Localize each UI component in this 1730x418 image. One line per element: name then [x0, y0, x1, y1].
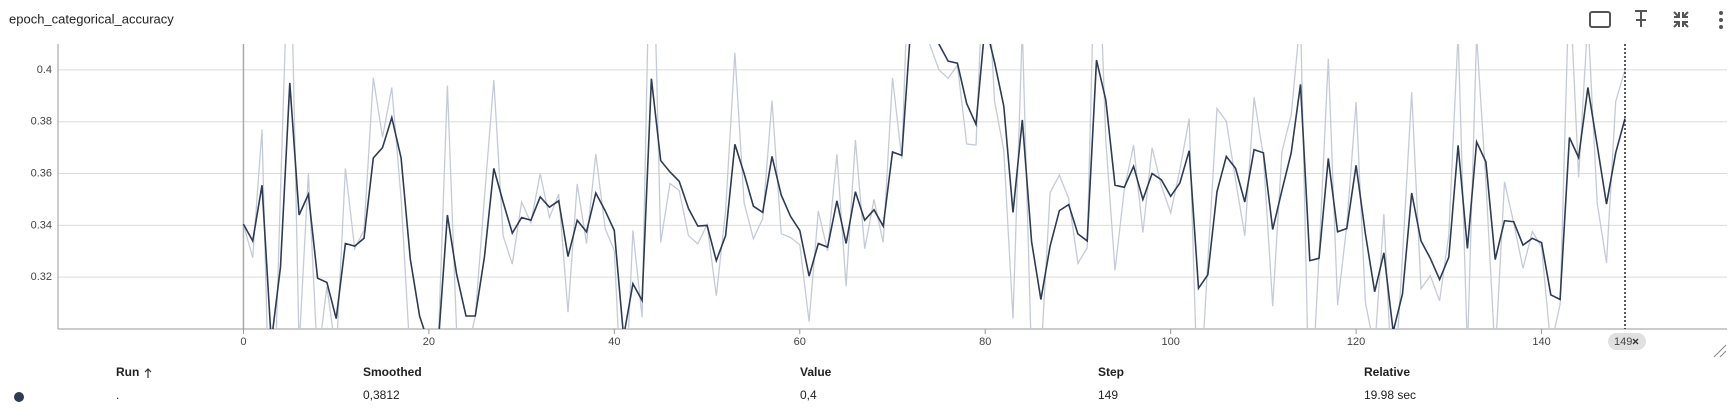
y-tick-label: 0.38	[31, 116, 52, 128]
column-header: Step	[1098, 365, 1124, 379]
pin-icon[interactable]	[1635, 10, 1647, 27]
column-header: Run	[116, 365, 139, 379]
column-header: Relative	[1364, 365, 1410, 379]
x-tick-label: 20	[423, 336, 435, 348]
y-tick-label: 0.32	[31, 271, 52, 283]
x-tick-label: 60	[794, 336, 806, 348]
x-tick-label: 80	[979, 336, 991, 348]
column-header: Value	[800, 365, 832, 379]
hover-step-label: 149	[1614, 336, 1632, 348]
collapse-icon[interactable]	[1673, 11, 1689, 28]
cell: 149	[1098, 388, 1118, 402]
y-tick-label: 0.34	[31, 219, 52, 231]
plot-lines	[242, 44, 1626, 329]
cell: 0,4	[800, 388, 817, 402]
column-header: Smoothed	[363, 365, 422, 379]
cell: .	[116, 388, 119, 402]
data-table: Run Smoothed Value Step Relative. 0,3812 0,4 14…	[14, 365, 1416, 402]
y-tick-label: 0.4	[37, 64, 52, 76]
series-line	[242, 44, 1626, 329]
run-color	[14, 392, 24, 402]
resize-handle[interactable]	[1713, 344, 1727, 358]
x-tick-label: 120	[1347, 336, 1365, 348]
chart-title: epoch_categorical_accuracy	[9, 11, 174, 26]
cell: 19.98 sec	[1364, 388, 1416, 402]
x-tick-label: 100	[1161, 336, 1179, 348]
sort-arrow	[144, 368, 152, 378]
fit-icon[interactable]	[1589, 11, 1611, 28]
hover-chip	[1608, 333, 1647, 350]
y-tick-label: 0.36	[31, 167, 52, 179]
menu-icon[interactable]	[1719, 11, 1723, 29]
toolbar[interactable]	[1589, 10, 1723, 29]
x-tick-label: 140	[1532, 336, 1550, 348]
cell: 0,3812	[363, 388, 400, 402]
x-tick-label: 40	[608, 336, 620, 348]
series-line	[242, 44, 1626, 329]
x-tick-label: 0	[240, 336, 246, 348]
chip-close	[1632, 338, 1639, 345]
